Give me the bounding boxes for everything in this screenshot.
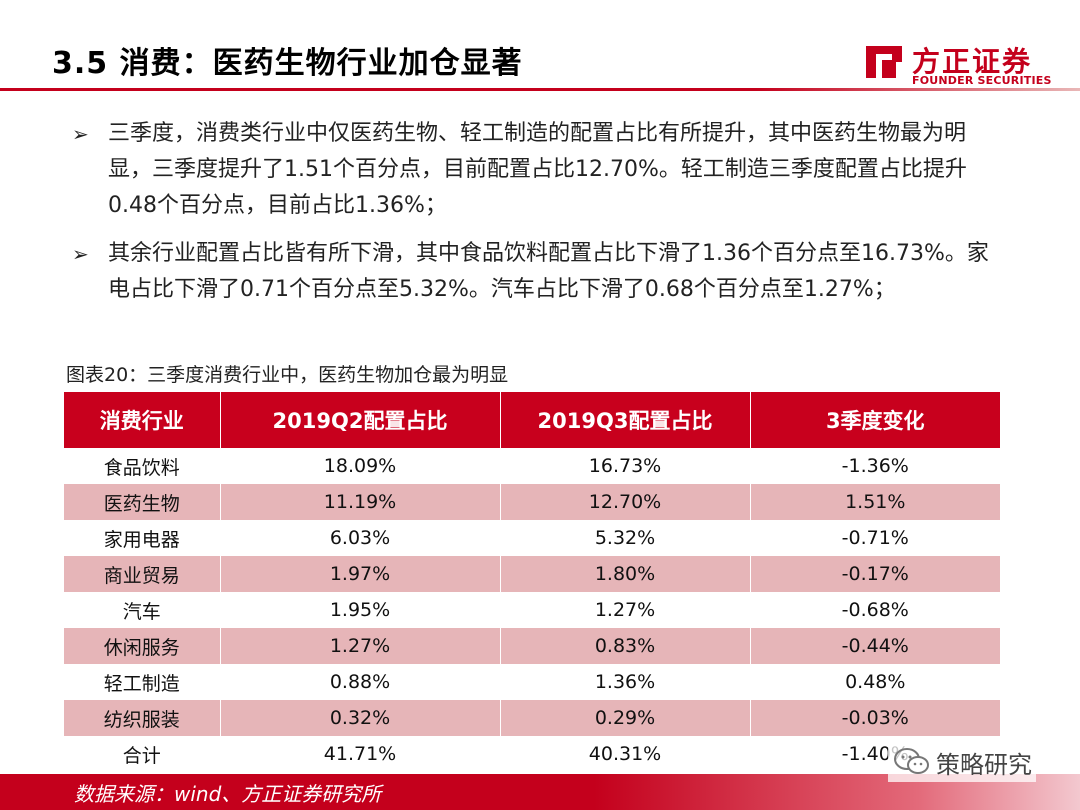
bullet-item: ➢ 其余行业配置占比皆有所下滑，其中食品饮料配置占比下滑了1.36个百分点至16… [72, 236, 992, 308]
cell-q3: 40.31% [500, 736, 751, 772]
data-source: 数据来源：wind、方正证券研究所 [74, 782, 382, 806]
cell-industry: 医药生物 [64, 484, 221, 520]
logo-chinese-name: 方正证券 [912, 45, 1033, 78]
header-divider [0, 88, 1080, 91]
bullet-item: ➢ 三季度，消费类行业中仅医药生物、轻工制造的配置占比有所提升，其中医药生物最为… [72, 116, 992, 224]
wechat-icon [894, 748, 929, 774]
cell-q3: 1.27% [500, 592, 751, 628]
cell-change: -0.17% [750, 556, 1000, 592]
arrow-right-icon: ➢ [72, 242, 89, 266]
table-row: 休闲服务 1.27% 0.83% -0.44% [64, 628, 1000, 664]
table-header-row: 消费行业 2019Q2配置占比 2019Q3配置占比 3季度变化 [64, 392, 1000, 448]
cell-q2: 41.71% [220, 736, 501, 772]
cell-q3: 5.32% [500, 520, 751, 556]
cell-q3: 1.80% [500, 556, 751, 592]
cell-q2: 1.97% [220, 556, 501, 592]
header-industry: 消费行业 [64, 392, 221, 448]
cell-q2: 6.03% [220, 520, 501, 556]
table-caption: 图表20：三季度消费行业中，医药生物加仓最为明显 [66, 364, 509, 386]
cell-q2: 1.27% [220, 628, 501, 664]
cell-industry: 汽车 [64, 592, 221, 628]
arrow-right-icon: ➢ [72, 122, 89, 146]
cell-change: -0.44% [750, 628, 1000, 664]
table-row: 食品饮料 18.09% 16.73% -1.36% [64, 448, 1000, 484]
header-q2: 2019Q2配置占比 [220, 392, 501, 448]
table-row: 商业贸易 1.97% 1.80% -0.17% [64, 556, 1000, 592]
company-logo: 方正证券 FOUNDER SECURITIES [862, 40, 1052, 88]
cell-q2: 1.95% [220, 592, 501, 628]
wechat-watermark: 策略研究 [888, 742, 1036, 782]
cell-change: -0.68% [841, 599, 909, 621]
watermark-text: 策略研究 [936, 750, 1032, 779]
header-q3: 2019Q3配置占比 [500, 392, 751, 448]
cell-q2: 0.32% [220, 700, 501, 736]
founder-logo-icon [866, 46, 902, 78]
cell-q3: 12.70% [500, 484, 751, 520]
cell-industry: 休闲服务 [64, 628, 221, 664]
cell-industry: 食品饮料 [64, 448, 221, 484]
page-title: 3.5 消费：医药生物行业加仓显著 [52, 46, 523, 81]
cell-q3: 0.29% [500, 700, 751, 736]
cell-change: -1.36% [841, 455, 909, 477]
cell-change: -0.71% [841, 527, 909, 549]
cell-industry: 合计 [64, 736, 221, 772]
cell-industry: 纺织服装 [64, 700, 221, 736]
cell-q3: 1.36% [500, 664, 751, 700]
table-row: 汽车 1.95% 1.27% -0.68% [64, 592, 1000, 628]
cell-q3: 0.83% [500, 628, 751, 664]
table-row: 轻工制造 0.88% 1.36% 0.48% [64, 664, 1000, 700]
table-row: 医药生物 11.19% 12.70% 1.51% [64, 484, 1000, 520]
cell-q2: 0.88% [220, 664, 501, 700]
cell-change: -0.03% [750, 700, 1000, 736]
cell-q2: 18.09% [220, 448, 501, 484]
table-row: 家用电器 6.03% 5.32% -0.71% [64, 520, 1000, 556]
bullet-text: 三季度，消费类行业中仅医药生物、轻工制造的配置占比有所提升，其中医药生物最为明显… [108, 121, 967, 218]
table-total-row: 合计 41.71% 40.31% -1.40% [64, 736, 1000, 772]
header-change: 3季度变化 [750, 392, 1000, 448]
bullet-text: 其余行业配置占比皆有所下滑，其中食品饮料配置占比下滑了1.36个百分点至16.7… [108, 241, 989, 302]
table-row: 纺织服装 0.32% 0.29% -0.03% [64, 700, 1000, 736]
bullet-list: ➢ 三季度，消费类行业中仅医药生物、轻工制造的配置占比有所提升，其中医药生物最为… [72, 116, 992, 320]
cell-q2: 11.19% [220, 484, 501, 520]
cell-q3: 16.73% [500, 448, 751, 484]
allocation-table: 消费行业 2019Q2配置占比 2019Q3配置占比 3季度变化 食品饮料 18… [64, 392, 1000, 772]
slide-header: 3.5 消费：医药生物行业加仓显著 方正证券 FOUNDER SECURITIE… [0, 0, 1080, 92]
logo-english-name: FOUNDER SECURITIES [912, 74, 1052, 87]
cell-change: 1.51% [750, 484, 1000, 520]
cell-industry: 轻工制造 [64, 664, 221, 700]
cell-industry: 家用电器 [64, 520, 221, 556]
cell-change: 0.48% [845, 671, 906, 693]
cell-industry: 商业贸易 [64, 556, 221, 592]
